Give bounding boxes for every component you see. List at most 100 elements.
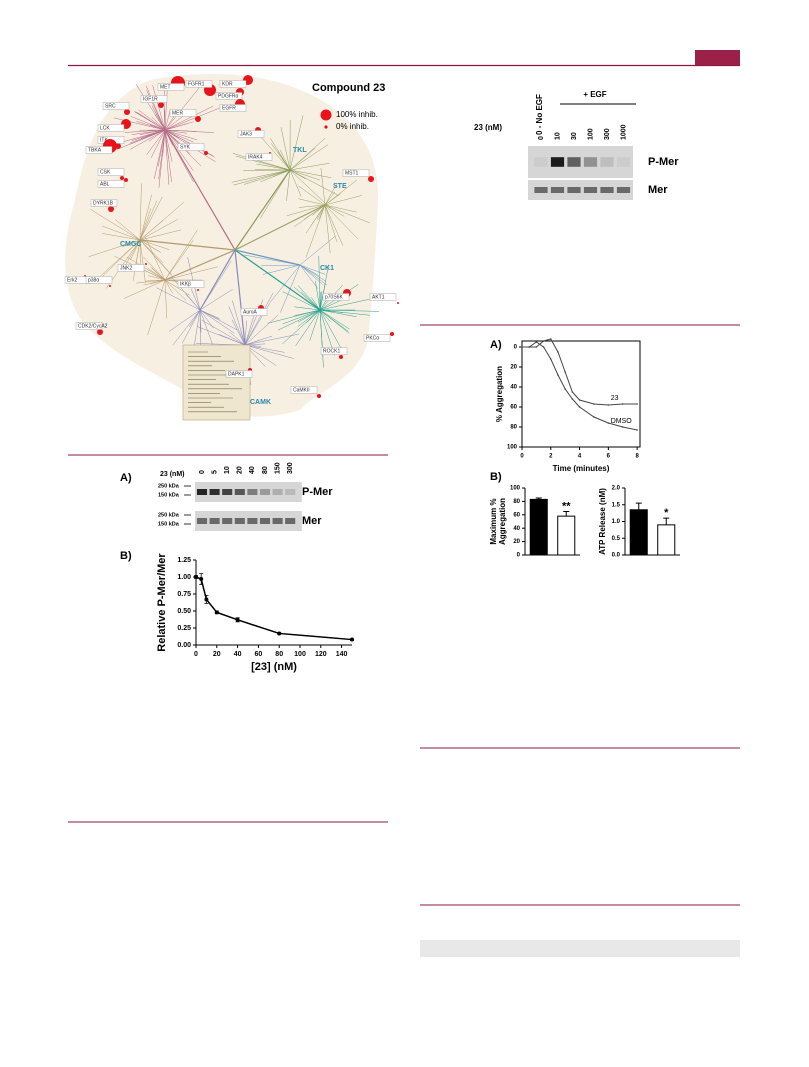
branch [218,334,246,346]
branch [157,129,166,167]
branch [145,85,166,131]
branch [324,204,370,224]
inhibition-dot [120,176,124,180]
branch [324,204,338,242]
blot [195,482,302,502]
band [247,489,258,495]
y-tick-label: 2.0 [612,486,621,492]
lane-label: 0 [538,136,545,140]
data-point [564,388,566,390]
band [600,157,614,167]
inhibition-dot [145,263,147,265]
data-point [578,399,581,401]
legend-label: 100% inhib. [336,110,378,119]
gray-band [420,940,740,957]
lane-label: 5 [211,470,218,474]
condition-label: + EGF [583,90,606,99]
kinase-box [157,83,185,91]
kinase-label: JNK2 [120,265,132,271]
branch [164,249,236,281]
branch [234,249,301,266]
kinase-box [363,334,391,342]
branch [181,309,201,344]
branch [298,185,326,206]
branch [139,239,146,283]
kinase-box [369,293,397,301]
y-axis-label: Relative P-Mer/Mer [156,553,168,652]
kinase-box [320,347,348,355]
band [616,187,631,193]
data-point [235,617,240,622]
panel-label: B) [490,471,502,483]
kinase-label: AuroA [243,309,258,315]
y-tick-label: 40 [513,526,520,532]
kinase-box [215,92,243,100]
kinase-box [219,104,247,112]
kinome-title: Compound 23 [312,82,385,94]
y-tick-label: 0.5 [612,536,621,542]
branch [172,309,201,346]
branch [134,110,166,131]
branch [156,287,201,311]
kinase-label: MET [160,84,171,90]
branch [289,144,328,171]
y-tick-label: 0.50 [177,608,191,615]
branch [164,240,194,281]
dose-label: 23 (nM) [160,471,185,478]
branch [315,280,321,311]
kinase-label: IGF1R [143,96,158,102]
kinase-label: SRC [105,103,116,109]
kinase-label: ITK [100,137,108,143]
inhibition-dot [204,151,208,155]
lane-label: 40 [249,466,256,474]
kinase-box [342,169,370,177]
branch [234,249,246,346]
group-label: CAMK [250,399,271,406]
kinase-label: KDR [222,81,233,87]
inhibition-dot [317,394,321,398]
lane-label: 0 [199,470,206,474]
branch [232,153,291,171]
branch [139,239,164,264]
data-point [593,403,595,405]
branch [139,183,142,241]
kinase-box [75,322,103,330]
branch [259,169,291,219]
branch [261,264,301,267]
data-point [621,426,624,428]
lane-label: 30 [571,132,578,140]
lane-label: 300 [604,128,611,140]
band [583,157,598,167]
branch [286,204,326,217]
kda-label: 150 kDa [158,492,180,498]
kinase-label: TBKA [88,147,102,153]
kinase-box [85,276,113,284]
branch [164,129,173,162]
kinase-box [90,199,118,207]
kinase-box [117,264,145,272]
data-point [535,346,538,348]
kinase-box [169,109,197,117]
band [222,518,233,524]
branch [286,169,291,202]
group-label: CMGC [120,241,141,248]
kinase-box [290,386,318,394]
kinase-box [97,180,125,188]
kinase-box [219,80,247,88]
branch [324,204,345,217]
y-tick-label: 80 [513,499,520,505]
branch [319,264,329,311]
y-tick-label: 20 [510,365,517,371]
kinase-label: ROCK1 [323,348,340,354]
y-tick-label: 0 [514,345,518,351]
data-point [549,358,552,360]
data-point [350,637,354,642]
inhibition-dot [109,285,111,287]
branch [289,169,332,178]
data-point [277,631,282,636]
band [247,518,258,524]
inhibition-dot [97,329,103,335]
panel-label: A) [490,339,502,351]
branch [298,198,326,206]
